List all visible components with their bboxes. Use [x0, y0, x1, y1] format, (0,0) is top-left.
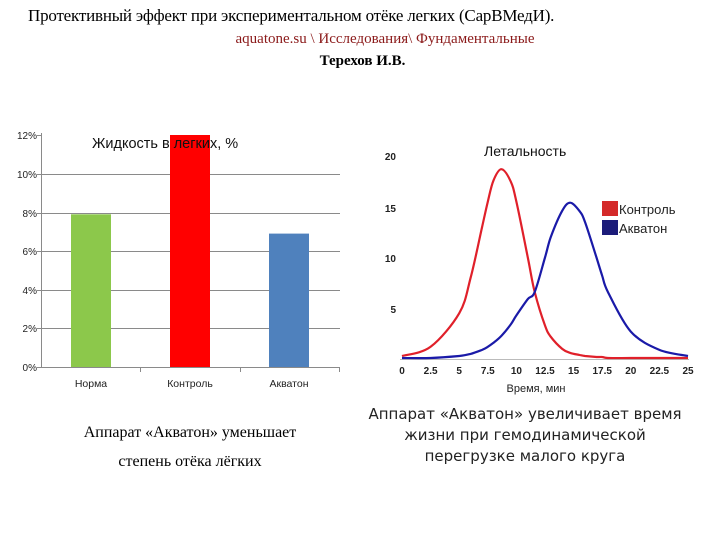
x-tick: 0: [399, 366, 405, 377]
line-chart-y-ticks: 20 15 10 5: [385, 152, 397, 316]
series-control-line: [401, 168, 688, 360]
category-label: Норма: [75, 378, 107, 390]
bar-norm: [71, 214, 111, 367]
x-tick: 17.5: [592, 366, 612, 377]
caption-right-line: перегрузке малого круга: [424, 447, 626, 465]
x-tick: 12.5: [535, 366, 555, 377]
caption-left-line: степень отёка лёгких: [118, 453, 262, 470]
x-tick: 2.5: [424, 366, 438, 377]
y-tick: 4%: [23, 286, 38, 297]
y-tick: 5: [390, 305, 396, 316]
bar-control: [170, 135, 210, 367]
x-tick: 25: [682, 366, 694, 377]
x-tick: 7.5: [481, 366, 495, 377]
bar-chart: 0% 2% 4% 6% 8% 10% 12% Жидкость в легких…: [17, 131, 340, 390]
x-tick: 5: [456, 366, 462, 377]
x-tick: 15: [568, 366, 580, 377]
bar-chart-title: Жидкость в легких, %: [92, 136, 238, 152]
line-chart-title: Летальность: [484, 143, 566, 159]
bar-aquaton: [269, 233, 309, 367]
category-label: Акватон: [270, 378, 309, 390]
legend-swatch-control: [602, 201, 618, 216]
caption-left-line: Аппарат «Акватон» уменьшает: [83, 424, 297, 441]
y-tick: 0%: [23, 363, 38, 374]
y-tick: 20: [385, 152, 397, 163]
legend-swatch-aquaton: [602, 220, 618, 235]
y-tick: 8%: [23, 209, 38, 220]
legend-label-control: Контроль: [619, 202, 676, 217]
y-tick: 12%: [17, 131, 37, 142]
bar-chart-categories: Норма Контроль Акватон: [75, 378, 309, 390]
line-chart: Летальность 20 15 10 5 0 2.5 5 7.5 10 12…: [385, 143, 694, 395]
category-label: Контроль: [167, 378, 213, 390]
y-tick: 10%: [17, 170, 37, 181]
x-tick: 10: [511, 366, 523, 377]
line-chart-legend: Контроль Акватон: [602, 201, 676, 236]
slide-title: Протективный эффект при экспериментально…: [28, 6, 555, 25]
caption-right-line: жизни при гемодинамической: [404, 426, 646, 444]
line-chart-x-label: Время, мин: [507, 383, 566, 395]
x-tick: 22.5: [650, 366, 670, 377]
y-tick: 10: [385, 254, 397, 265]
author-name: Терехов И.В.: [319, 53, 406, 69]
line-chart-x-ticks: 0 2.5 5 7.5 10 12.5 15 17.5 20 22.5 25: [399, 366, 694, 377]
caption-right-line: Аппарат «Акватон» увеличивает время: [368, 405, 682, 423]
legend-label-aquaton: Акватон: [619, 221, 667, 236]
y-tick: 15: [385, 204, 397, 215]
source-path: aquatone.su \ Исследования\ Фундаменталь…: [235, 31, 535, 47]
caption-left: Аппарат «Акватон» уменьшает степень отёк…: [40, 418, 340, 476]
y-tick: 2%: [23, 324, 38, 335]
y-tick: 6%: [23, 247, 38, 258]
caption-right: Аппарат «Акватон» увеличивает время жизн…: [365, 404, 685, 467]
bar-chart-y-ticks: 0% 2% 4% 6% 8% 10% 12%: [17, 131, 37, 374]
x-tick: 20: [625, 366, 637, 377]
series-aquaton-line: [401, 201, 689, 360]
